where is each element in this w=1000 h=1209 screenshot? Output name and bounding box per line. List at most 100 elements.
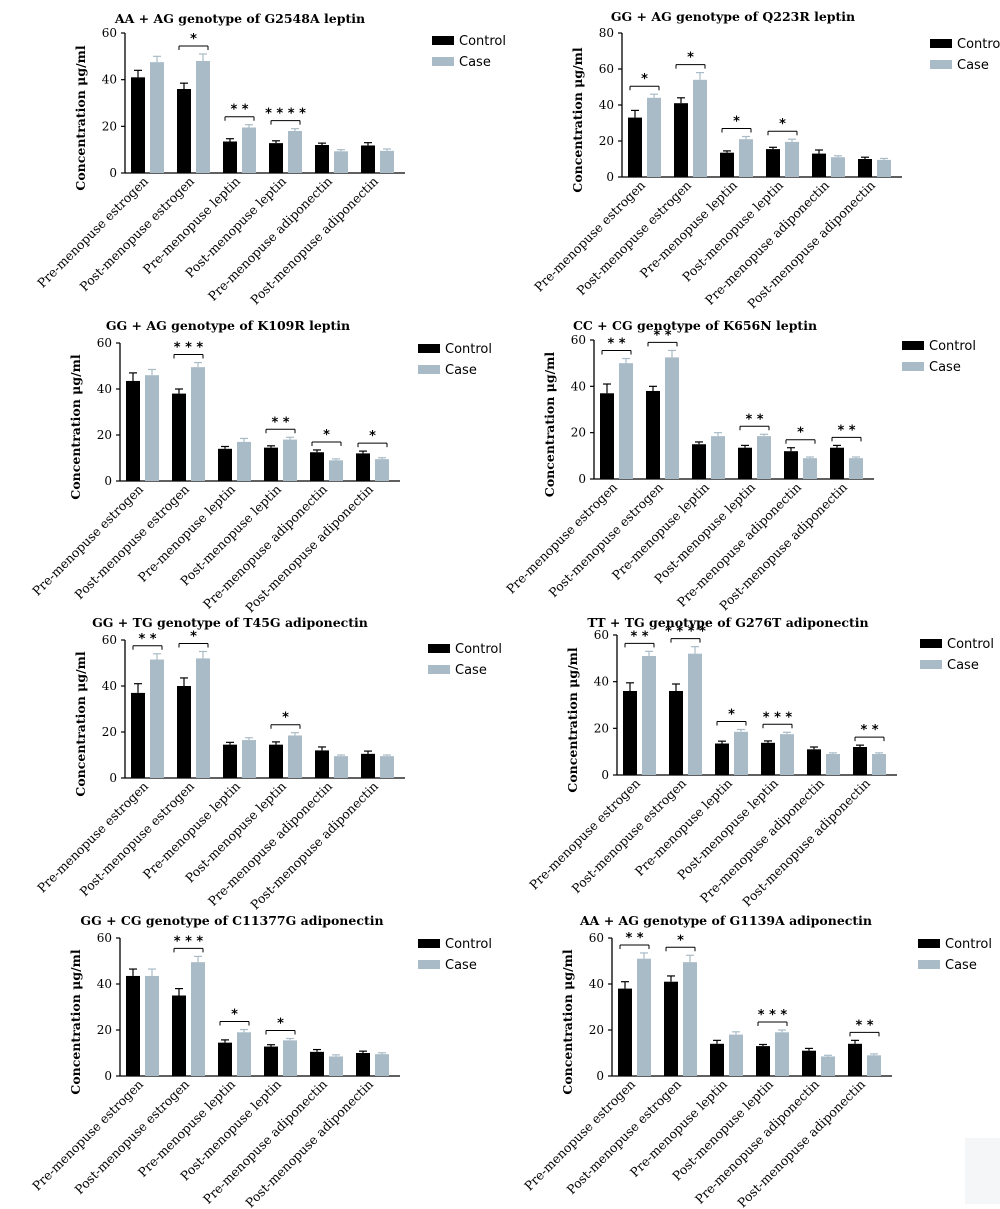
case-bar — [150, 62, 164, 173]
case-bar — [380, 756, 394, 778]
significance-label: * * — [860, 723, 878, 738]
significance-label: * * — [271, 415, 289, 430]
control-bar — [218, 448, 232, 481]
y-tick-label: 0 — [578, 472, 586, 486]
significance-label: * * — [138, 632, 156, 647]
chart-panel-4: CC + CG genotype of K656N leptin Concentr… — [503, 318, 976, 613]
case-bar — [191, 962, 205, 1076]
case-bar — [872, 754, 886, 775]
legend-swatch-case — [930, 60, 952, 69]
case-bar — [329, 1056, 343, 1076]
legend-label-control: Control — [455, 642, 502, 657]
y-tick-label: 0 — [109, 771, 117, 785]
significance-label: * * — [855, 1018, 873, 1033]
significance-label: * — [733, 115, 740, 130]
control-bar — [177, 89, 191, 173]
y-axis-label: Concentration μg/ml — [68, 949, 83, 1094]
significance-label: * * — [837, 423, 855, 438]
significance-label: * * * * — [665, 625, 706, 640]
control-bar — [674, 103, 688, 177]
case-bar — [150, 659, 164, 778]
legend-swatch-control — [918, 939, 940, 948]
y-tick-label: 40 — [599, 98, 614, 112]
significance-label: * — [282, 711, 289, 726]
control-bar — [756, 1046, 770, 1076]
case-bar — [826, 754, 840, 775]
y-tick-label: 40 — [102, 679, 117, 693]
control-bar — [784, 451, 798, 479]
legend-label-control: Control — [957, 37, 1000, 52]
case-bar — [821, 1056, 835, 1076]
chart-panel-8: AA + AG genotype of G1139A adiponectin Co… — [521, 913, 992, 1209]
control-bar — [858, 159, 872, 177]
legend-swatch-case — [918, 960, 940, 969]
y-tick-label: 20 — [594, 721, 609, 735]
y-tick-label: 60 — [102, 26, 117, 40]
control-bar — [710, 1043, 724, 1076]
y-tick-label: 0 — [596, 1069, 604, 1083]
legend-swatch-case — [432, 57, 454, 66]
chart-title: GG + AG genotype of K109R leptin — [106, 318, 350, 333]
y-tick-label: 0 — [606, 170, 614, 184]
case-bar — [375, 459, 389, 481]
case-bar — [867, 1055, 881, 1076]
case-bar — [693, 79, 707, 177]
significance-label: * * * — [174, 934, 204, 949]
corner-decoration — [965, 1138, 1000, 1204]
case-bar — [145, 975, 159, 1076]
significance-label: * — [190, 32, 197, 47]
control-bar — [628, 117, 642, 177]
control-bar — [269, 744, 283, 778]
significance-label: * — [641, 72, 648, 87]
y-tick-label: 60 — [594, 628, 609, 642]
control-bar — [264, 1046, 278, 1076]
y-tick-label: 40 — [589, 977, 604, 991]
control-bar — [720, 152, 734, 177]
control-bar — [692, 444, 706, 479]
case-bar — [711, 436, 725, 479]
y-axis-label: Concentration μg/ml — [73, 651, 88, 796]
control-bar — [315, 750, 329, 778]
significance-label: * — [231, 1008, 238, 1023]
y-tick-label: 0 — [109, 166, 117, 180]
y-tick-label: 20 — [599, 134, 614, 148]
control-bar — [126, 975, 140, 1076]
chart-title: GG + CG genotype of C11377G adiponectin — [80, 913, 383, 928]
y-tick-label: 60 — [97, 931, 112, 945]
significance-label: * — [369, 429, 376, 444]
legend-swatch-control — [902, 341, 924, 350]
legend-swatch-control — [920, 639, 942, 648]
y-tick-label: 40 — [97, 977, 112, 991]
case-bar — [334, 151, 348, 173]
case-bar — [739, 139, 753, 177]
y-tick-label: 40 — [102, 73, 117, 87]
y-tick-label: 0 — [104, 1069, 112, 1083]
control-bar — [356, 1053, 370, 1076]
case-bar — [877, 159, 891, 177]
case-bar — [665, 357, 679, 479]
control-bar — [664, 981, 678, 1076]
case-bar — [757, 436, 771, 479]
case-bar — [803, 458, 817, 479]
legend-swatch-control — [930, 39, 952, 48]
case-bar — [288, 131, 302, 173]
legend-label-control: Control — [445, 937, 492, 952]
case-bar — [683, 962, 697, 1076]
y-tick-label: 20 — [97, 428, 112, 442]
control-bar — [812, 153, 826, 177]
y-tick-label: 20 — [102, 119, 117, 133]
control-bar — [269, 143, 283, 173]
case-bar — [380, 150, 394, 173]
control-bar — [131, 77, 145, 173]
legend-label-control: Control — [929, 339, 976, 354]
legend-label-control: Control — [459, 34, 506, 49]
chart-panel-1: AA + AG genotype of G2548A leptin Concent… — [34, 11, 506, 307]
case-bar — [283, 439, 297, 481]
case-bar — [831, 157, 845, 177]
chart-title: AA + AG genotype of G1139A adiponectin — [579, 913, 872, 928]
control-bar — [766, 149, 780, 177]
y-tick-label: 40 — [594, 675, 609, 689]
legend-swatch-case — [418, 365, 440, 374]
control-bar — [172, 393, 186, 481]
y-tick-label: 20 — [97, 1023, 112, 1037]
